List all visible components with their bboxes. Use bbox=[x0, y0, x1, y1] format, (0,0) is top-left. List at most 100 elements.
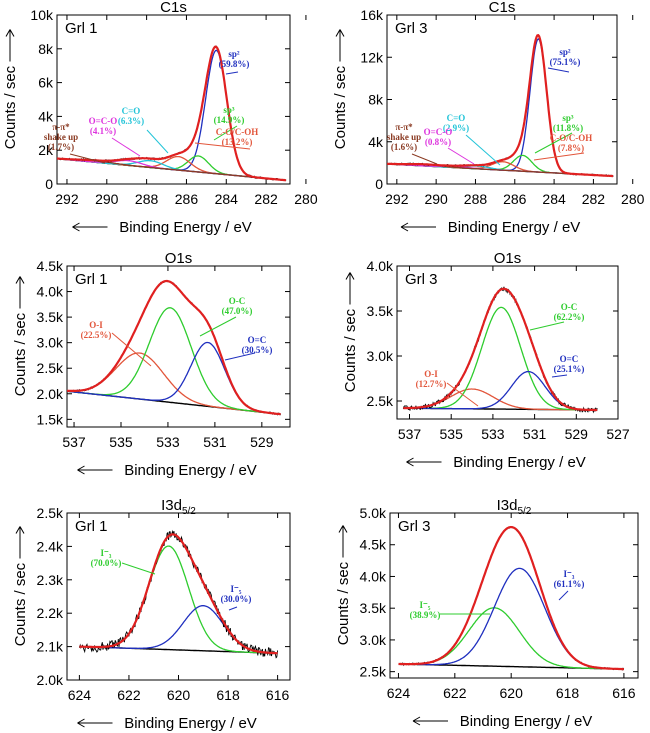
x-tick-label: 529 bbox=[250, 434, 274, 450]
plot-area bbox=[398, 525, 625, 671]
annotation-1: I⁻₅(30.0%) bbox=[221, 584, 251, 611]
component-label: O-I bbox=[424, 369, 438, 379]
component-label: π-π* bbox=[395, 122, 413, 132]
component-label: shake up bbox=[387, 132, 421, 142]
annotation-leader bbox=[228, 606, 238, 611]
annotation-leader bbox=[111, 332, 152, 367]
x-tick-label: 618 bbox=[216, 687, 240, 703]
y-tick-label: 2k bbox=[38, 142, 54, 158]
annotation-0: O-I(22.5%) bbox=[81, 320, 152, 367]
x-tick-label: 529 bbox=[565, 426, 589, 442]
annotation-0: I⁻₅(38.9%) bbox=[410, 600, 490, 620]
x-tick-label: 622 bbox=[117, 687, 141, 703]
y-axis-title: Counts / sec bbox=[342, 272, 359, 392]
y-tick-label: 1.5k bbox=[37, 411, 64, 427]
x-axis-label: Binding Energy / eV bbox=[460, 713, 593, 730]
x-axis-title: Binding Energy / eV bbox=[412, 713, 593, 730]
y-tick-label: 4k bbox=[368, 134, 384, 150]
left-arrow-icon bbox=[400, 222, 409, 232]
y-tick-label: 5.0k bbox=[360, 505, 387, 521]
annotation-1: O-C(62.2%) bbox=[529, 302, 584, 331]
x-tick-label: 288 bbox=[464, 191, 488, 207]
y-tick-label: 3.5k bbox=[360, 600, 387, 616]
x-axis-title: Binding Energy / eV bbox=[77, 462, 257, 479]
component-label: π-π* bbox=[52, 122, 70, 132]
annotation-1: I⁻₃(61.1%) bbox=[554, 569, 584, 601]
x-tick-label: 286 bbox=[175, 191, 199, 207]
component-percent: (38.9%) bbox=[410, 610, 441, 620]
x-tick-label: 531 bbox=[523, 426, 547, 442]
x-axis-label: Binding Energy / eV bbox=[124, 715, 257, 732]
y-tick-label: 4.5k bbox=[37, 258, 64, 274]
annotation-0: O-I(12.7%) bbox=[416, 369, 479, 407]
x-axis-label: Binding Energy / eV bbox=[119, 219, 252, 236]
up-arrow-icon bbox=[15, 276, 25, 284]
y-tick-label: 2.5k bbox=[37, 505, 64, 521]
component-percent: (6.3%) bbox=[118, 116, 144, 126]
sample-label: Grl 3 bbox=[405, 271, 438, 288]
y-tick-label: 4.0k bbox=[360, 568, 387, 584]
annotation-4: O=C-O(0.8%) bbox=[424, 127, 475, 165]
annotation-1: O-C(47.0%) bbox=[199, 296, 253, 337]
component-label: C-O/C-OH bbox=[216, 127, 259, 137]
y-axis-title: Counts / sec bbox=[2, 29, 19, 149]
x-axis-title: Binding Energy / eV bbox=[406, 454, 586, 471]
y-tick-label: 0 bbox=[45, 176, 53, 192]
y-axis-title: Counts / sec bbox=[12, 276, 29, 396]
experimental-data bbox=[398, 525, 625, 671]
y-axis-title: Counts / sec bbox=[12, 526, 29, 646]
x-tick-label: 292 bbox=[385, 191, 409, 207]
component-label: C=O bbox=[122, 106, 141, 116]
x-axis-label: Binding Energy / eV bbox=[453, 454, 586, 471]
y-tick-label: 2.5k bbox=[37, 360, 64, 376]
annotation-leader bbox=[121, 562, 156, 575]
annotation-1: sp³(14.9%) bbox=[214, 105, 245, 141]
x-tick-label: 537 bbox=[398, 426, 422, 442]
x-axis-label: Binding Energy / eV bbox=[448, 219, 581, 236]
sample-label: Grl 1 bbox=[65, 20, 98, 37]
panel-title: C1s bbox=[489, 0, 516, 16]
plot-frame bbox=[389, 512, 639, 679]
component-percent: (7.8%) bbox=[558, 143, 584, 153]
panel-c1s-grl3: 292 290 288 286 284 282 280 0 4k 8k 12k 16k C1s Grl 3… bbox=[332, 0, 645, 236]
left-arrow-icon bbox=[77, 718, 85, 728]
panel-c1s-grl1: 292 290 288 286 284 282 280 0 2k 4k 6k 8k 10k C1s Grl … bbox=[2, 0, 318, 236]
y-axis-label: Counts / sec bbox=[12, 312, 29, 396]
x-tick-label: 620 bbox=[167, 687, 191, 703]
y-tick-label: 2.0k bbox=[37, 672, 64, 688]
y-tick-label: 2.5k bbox=[360, 664, 387, 680]
y-tick-label: 16k bbox=[360, 7, 384, 23]
x-tick-label: 533 bbox=[481, 426, 505, 442]
y-tick-label: 3.0k bbox=[360, 632, 387, 648]
component-label: I⁻₅ bbox=[420, 600, 431, 610]
component-percent: (4.1%) bbox=[90, 126, 116, 136]
annotation-leader bbox=[146, 129, 169, 154]
y-tick-label: 0 bbox=[375, 176, 383, 192]
component-percent: (1.7%) bbox=[48, 142, 74, 152]
component-percent: (70.0%) bbox=[91, 558, 122, 568]
x-tick-label: 284 bbox=[542, 191, 566, 207]
component-label: O=C bbox=[560, 354, 579, 364]
panel-title: C1s bbox=[160, 0, 187, 16]
component-percent: (30.5%) bbox=[242, 345, 273, 355]
fit-envelope bbox=[67, 279, 281, 416]
annotation-3: C=O(6.3%) bbox=[118, 106, 169, 154]
annotation-leader bbox=[446, 382, 479, 407]
left-arrow-icon bbox=[77, 465, 85, 475]
y-tick-label: 4.0k bbox=[367, 258, 394, 274]
fit-envelope bbox=[398, 526, 624, 671]
y-tick-label: 8k bbox=[368, 92, 384, 108]
annotation-2: O=C(30.5%) bbox=[224, 335, 273, 361]
annotation-2: C-O/C-OH(13.2%) bbox=[194, 127, 259, 150]
plot-frame bbox=[56, 14, 291, 185]
component-percent: (47.0%) bbox=[222, 306, 253, 316]
x-tick-label: 535 bbox=[109, 434, 133, 450]
component-percent: (14.9%) bbox=[214, 115, 245, 125]
component-percent: (13.2%) bbox=[222, 137, 253, 147]
component-label: sp³ bbox=[223, 105, 235, 115]
component-label: I⁻₃ bbox=[564, 569, 575, 579]
y-tick-label: 3.5k bbox=[37, 309, 64, 325]
component-percent: (22.5%) bbox=[81, 330, 112, 340]
plot-area bbox=[402, 286, 598, 414]
